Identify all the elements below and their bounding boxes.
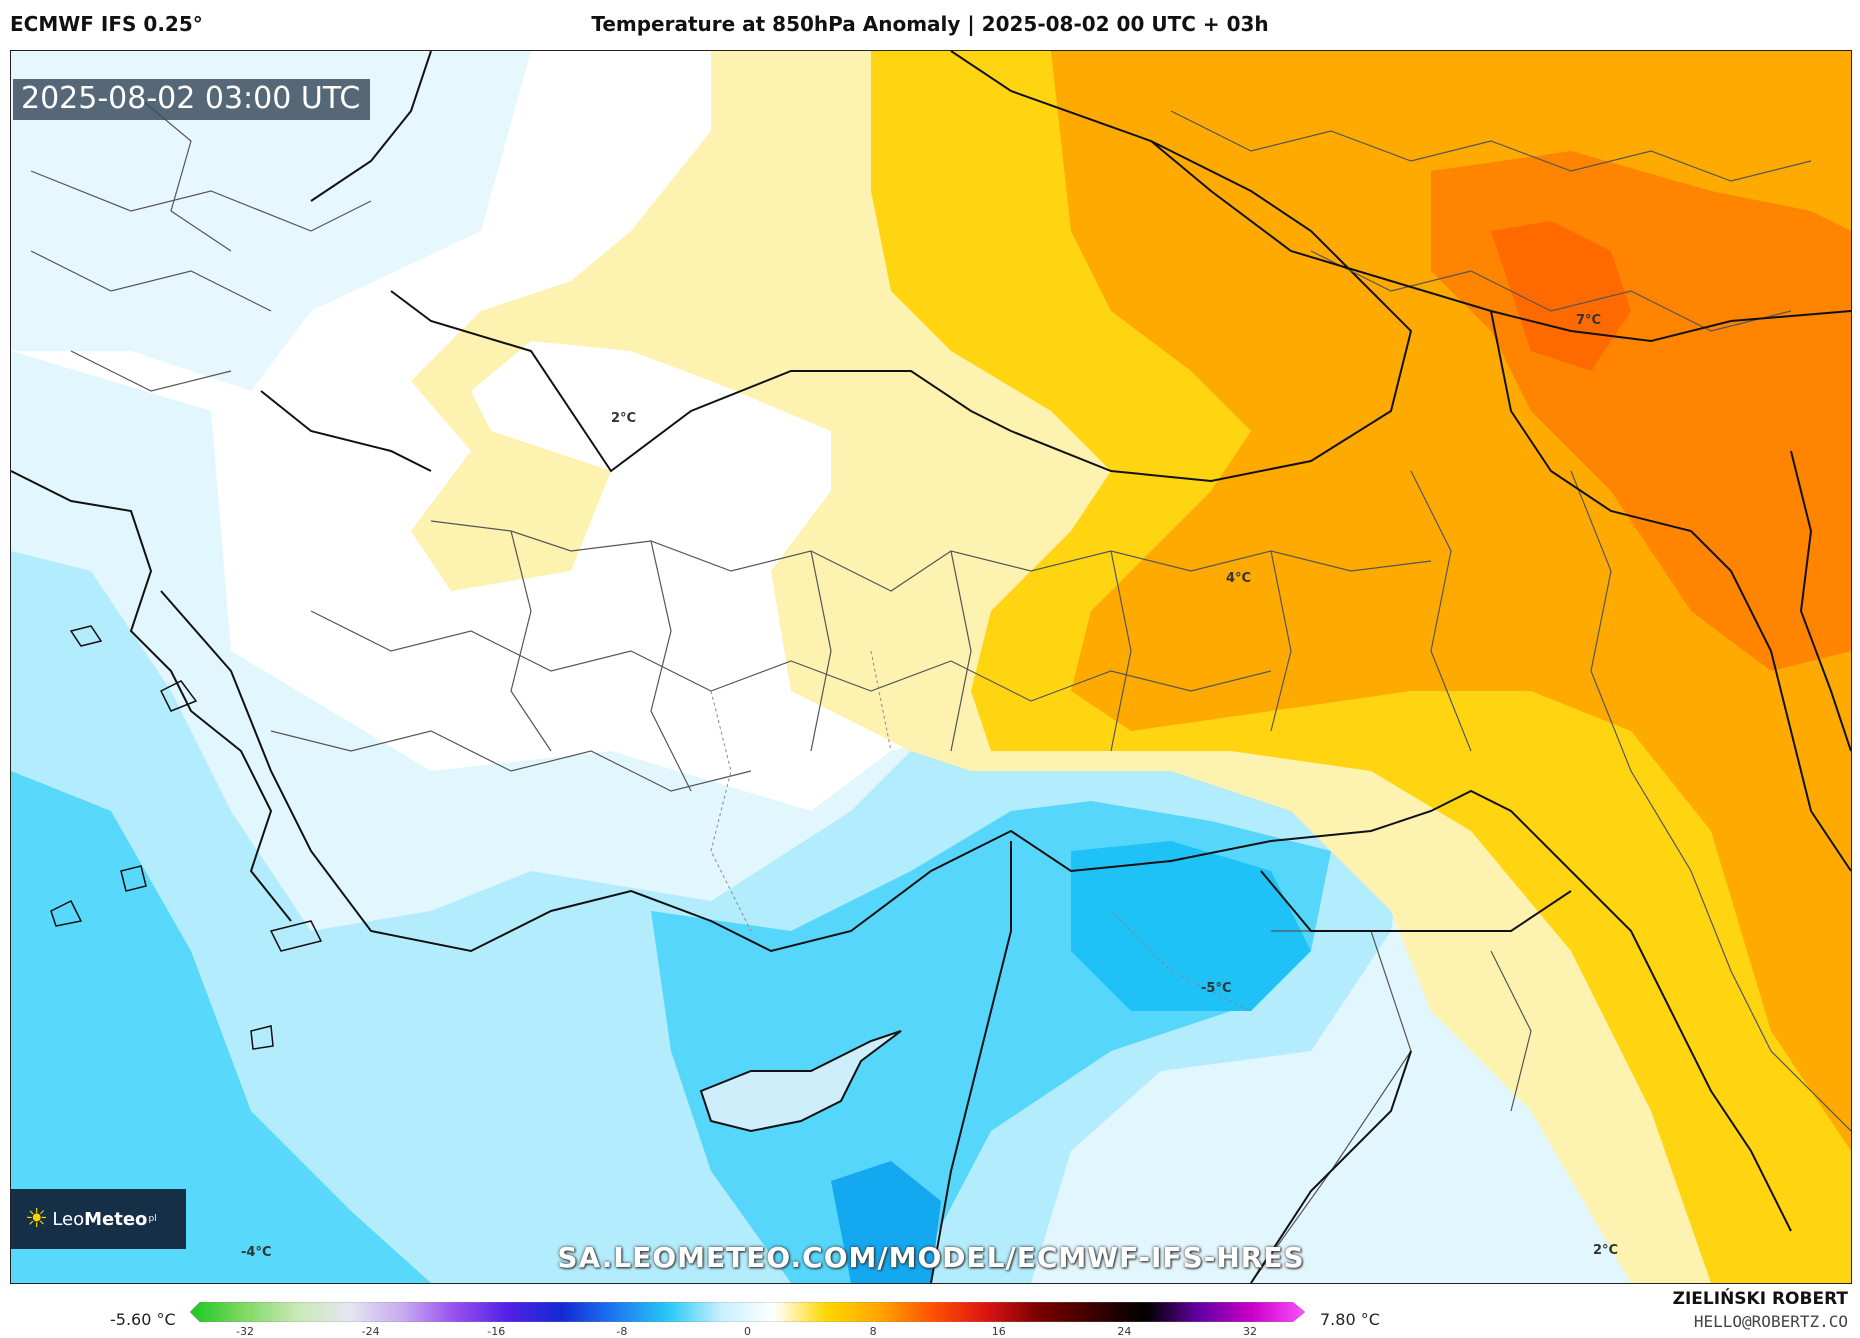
cold-mid-region [11,551,1411,1283]
model-name: ECMWF IFS 0.25° [10,12,203,36]
anomaly-map[interactable]: 2025-08-02 03:00 UTC 2°C 7°C 4°C -5°C -4… [10,50,1852,1284]
colorbar-tick: 32 [1243,1325,1257,1338]
map-timestamp: 2025-08-02 03:00 UTC [13,79,371,120]
colorbar-tick: 24 [1117,1325,1132,1338]
colorbar [190,1302,1305,1322]
source-watermark: SA.LEOMETEO.COM/MODEL/ECMWF-IFS-HRES [557,1241,1305,1274]
author-name: ZIELIŃSKI ROBERT [1672,1289,1848,1309]
colorbar-tick: -32 [236,1325,254,1338]
national-borders [260,51,1851,1283]
logo-text-suffix: pl [148,1214,157,1224]
leometeo-logo[interactable]: ☀ Leo Meteo pl [11,1189,186,1249]
logo-text-part2: Meteo [84,1208,148,1230]
sun-icon: ☀ [25,1204,49,1234]
cold-deep-region-south [831,1161,941,1283]
colorbar-tick: 0 [744,1325,751,1338]
cyprus [699,1030,902,1133]
colorbar-max-label: 7.80 °C [1320,1310,1380,1329]
colorbar-tick: -24 [361,1325,380,1338]
colorbar-tick: 16 [991,1325,1006,1338]
turkey-south-coast [160,590,1572,953]
colorbar-min-label: -5.60 °C [110,1310,176,1329]
contour-label-minus4c: -4°C [241,1245,272,1260]
cold-strong-region [11,771,431,1283]
logo-text-part1: Leo [52,1208,85,1230]
cold-deep-region [1071,841,1311,1011]
colorbar-tick: -16 [487,1325,506,1338]
contour-label-2c-north: 2°C [611,411,637,426]
dotted-lines [710,650,1252,1012]
contour-label-2c-south: 2°C [1593,1243,1619,1258]
aegean-coast [11,470,292,922]
contour-label-7c: 7°C [1576,313,1602,328]
map-title: Temperature at 850hPa Anomaly | 2025-08-… [591,12,1269,36]
contour-label-minus5c: -5°C [1201,981,1232,996]
map-canvas [11,51,1851,1283]
black-sea-coast [390,51,1413,483]
author-email[interactable]: HELLO@ROBERTZ.CO [1693,1312,1848,1331]
colorbar-tick: 8 [869,1325,877,1338]
caspian-coast [1790,450,1851,752]
province-borders [30,90,1851,1283]
cold-light-region [11,51,531,391]
levant-coast [930,841,1012,1283]
colorbar-tick: -8 [616,1325,628,1338]
contour-label-4c: 4°C [1226,571,1252,586]
islands [50,625,323,1050]
colorbar-bar [190,1302,1305,1322]
